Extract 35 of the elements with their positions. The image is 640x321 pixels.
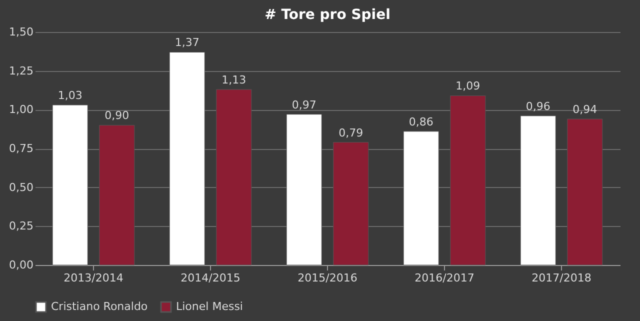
- x-tick-label: 2014/2015: [180, 272, 240, 284]
- legend-label: Lionel Messi: [176, 300, 243, 313]
- bar: [450, 95, 486, 266]
- bar: [403, 131, 439, 266]
- y-tick-label: 0,50: [9, 180, 34, 194]
- y-tick-label: 1,00: [9, 103, 34, 116]
- bar: [333, 142, 369, 266]
- x-tick-label: 2015/2016: [298, 272, 358, 284]
- data-label: 0,86: [408, 115, 434, 128]
- x-tick-label: 2016/2017: [414, 272, 474, 284]
- data-label: 1,13: [222, 73, 246, 86]
- bar: [169, 52, 205, 266]
- x-tick-label: 2017/2018: [532, 272, 592, 284]
- bar: [99, 124, 135, 266]
- data-label: 0,90: [104, 109, 130, 122]
- bar: [216, 89, 252, 266]
- y-tick-label: 0,75: [9, 142, 34, 155]
- data-label: 0,79: [338, 126, 364, 140]
- y-tick-label: 0,25: [9, 220, 34, 233]
- data-label: 1,03: [58, 89, 82, 102]
- legend-label: Cristiano Ronaldo: [51, 300, 148, 313]
- bar: [520, 116, 556, 266]
- data-label: 0,97: [292, 98, 316, 112]
- bar: [52, 104, 88, 266]
- y-tick-label: 1,50: [9, 26, 34, 38]
- bar: [567, 118, 603, 266]
- y-tick-label: 1,25: [9, 64, 34, 78]
- data-label: 1,37: [174, 36, 200, 50]
- x-tick-label: 2013/2014: [64, 272, 124, 284]
- data-label: 1,09: [456, 80, 480, 93]
- bar: [286, 114, 322, 266]
- data-label: 0,96: [526, 100, 550, 113]
- chart-title: # Tore pro Spiel: [264, 7, 390, 23]
- data-label: 0,94: [572, 102, 598, 116]
- y-tick-label: 0,00: [9, 258, 34, 272]
